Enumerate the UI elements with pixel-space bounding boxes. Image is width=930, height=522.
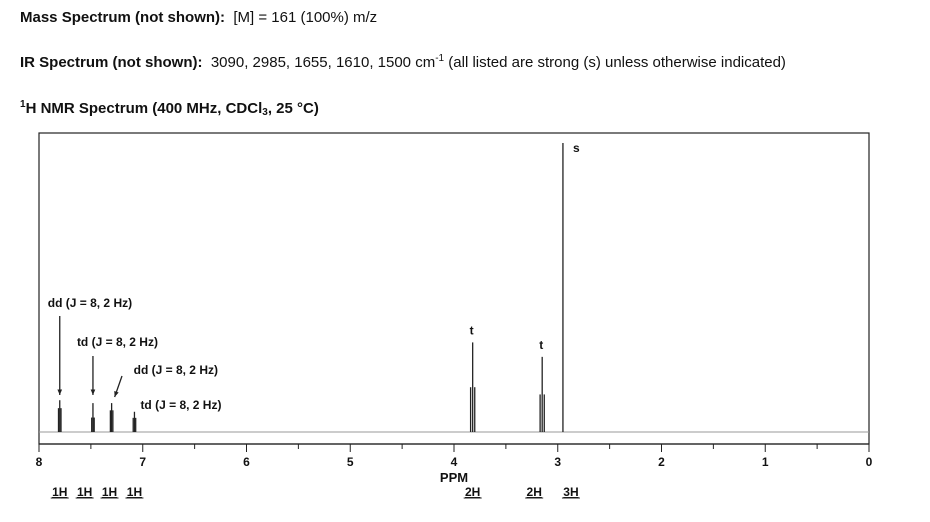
x-tick-label: 7 xyxy=(139,455,146,469)
integration-label: 1H xyxy=(127,485,142,499)
annotation-arrowhead xyxy=(90,389,96,395)
mass-spectrum-value: [M] = 161 (100%) m/z xyxy=(233,9,378,26)
multiplicity-label: td (J = 8, 2 Hz) xyxy=(77,335,158,349)
x-axis: 8 7 6 5 4 3 2 1 0 xyxy=(36,443,873,469)
multiplicity-label: s xyxy=(573,141,580,155)
ir-spectrum-note: (all listed are strong (s) unless otherw… xyxy=(448,54,786,71)
nmr-isotope-superscript: 1 xyxy=(20,99,26,110)
x-tick-label: 2 xyxy=(658,455,665,469)
integration-label: 1H xyxy=(52,485,67,499)
integration-label: 2H xyxy=(465,485,480,499)
x-tick-label: 3 xyxy=(554,455,561,469)
integration-label: 1H xyxy=(77,485,92,499)
x-tick-label: 8 xyxy=(36,455,43,469)
mass-spectrum-line: Mass Spectrum (not shown): [M] = 161 (10… xyxy=(20,9,377,26)
nmr-title-part-b: , 25 °C) xyxy=(267,100,319,117)
annotation-arrowhead xyxy=(114,391,119,397)
multiplicity-label: td (J = 8, 2 Hz) xyxy=(140,398,221,412)
x-tick-label: 0 xyxy=(866,455,873,469)
ir-spectrum-values: 3090, 2985, 1655, 1610, 1500 cm xyxy=(210,54,436,71)
multiplicity-label: t xyxy=(539,338,543,352)
ir-spectrum-line: IR Spectrum (not shown): 3090, 2985, 165… xyxy=(20,53,786,72)
integration-label: 2H xyxy=(527,485,542,499)
integration-label: 3H xyxy=(563,485,578,499)
multiplicity-label: t xyxy=(470,323,474,337)
integration-labels: 1H 1H 1H 1H 2H 2H 3H xyxy=(50,485,580,499)
multiplicity-label: dd (J = 8, 2 Hz) xyxy=(134,363,218,377)
mass-spectrum-label: Mass Spectrum (not shown): xyxy=(20,9,226,26)
x-tick-label: 5 xyxy=(347,455,354,469)
annotations-group: dd (J = 8, 2 Hz) td (J = 8, 2 Hz) dd (J = … xyxy=(48,141,580,412)
peaks-group xyxy=(57,143,564,432)
nmr-title-part-a: H NMR Spectrum (400 MHz, CDCl xyxy=(25,100,263,117)
x-tick-label: 4 xyxy=(451,455,458,469)
x-tick-label: 6 xyxy=(243,455,250,469)
nmr-spectrum-title: 1H NMR Spectrum (400 MHz, CDCl3, 25 °C) xyxy=(20,99,319,118)
x-tick-label: 1 xyxy=(762,455,769,469)
x-axis-label: PPM xyxy=(440,470,468,485)
nmr-subscript: 3 xyxy=(262,107,268,118)
ir-unit-superscript: -1 xyxy=(435,53,445,64)
multiplicity-label: dd (J = 8, 2 Hz) xyxy=(48,296,132,310)
integration-label: 1H xyxy=(102,485,117,499)
annotation-arrowhead xyxy=(57,389,63,395)
ir-spectrum-label: IR Spectrum (not shown): xyxy=(20,54,203,71)
